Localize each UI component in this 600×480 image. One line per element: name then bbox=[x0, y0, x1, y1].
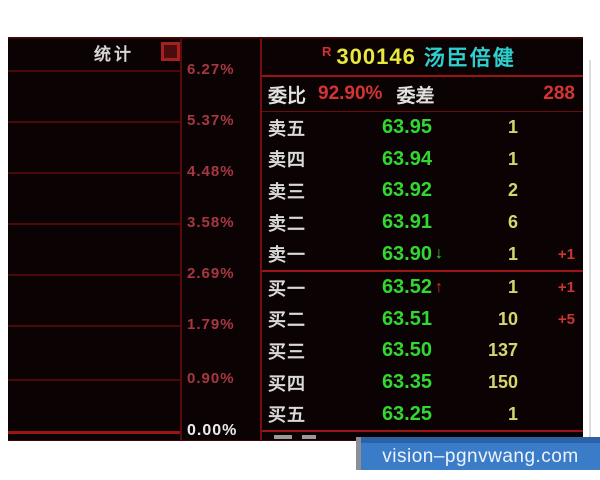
order-qty: 6 bbox=[507, 212, 518, 233]
divider bbox=[262, 429, 583, 432]
sell-row-3[interactable]: 卖三 63.92 2 bbox=[262, 175, 583, 207]
cutoff-row-fragment bbox=[274, 434, 292, 439]
sell-row-2[interactable]: 卖二 63.91 6 bbox=[262, 207, 583, 239]
weibi-label: 委比 bbox=[268, 85, 307, 107]
axis-label: 6.27% bbox=[187, 61, 235, 78]
tab-statistics[interactable]: 统计 bbox=[94, 45, 134, 64]
order-price: 63.25 bbox=[381, 402, 432, 425]
price-up-arrow-icon: ↑ bbox=[435, 278, 443, 296]
sell-row-4[interactable]: 卖四 63.94 1 bbox=[262, 144, 583, 176]
order-qty: 10 bbox=[497, 308, 518, 329]
order-change: +1 bbox=[557, 245, 575, 263]
gridline bbox=[8, 70, 180, 72]
axis-label: 0.90% bbox=[187, 370, 235, 387]
order-price: 63.91 bbox=[381, 211, 432, 234]
axis-label: 0.00% bbox=[187, 422, 238, 439]
buy-row-1[interactable]: 买一 63.52 ↑ 1 +1 bbox=[262, 272, 583, 304]
market-panel: 统计 6.27% 5.37% 4.48% 3.58% 2.69% 1.79% 0… bbox=[8, 37, 583, 441]
order-qty: 1 bbox=[507, 403, 518, 424]
axis-label: 2.69% bbox=[187, 265, 235, 282]
window-icon[interactable] bbox=[161, 42, 180, 61]
order-qty: 1 bbox=[507, 117, 518, 138]
order-change: +5 bbox=[557, 310, 575, 328]
order-qty: 1 bbox=[507, 243, 518, 264]
weicha-label: 委差 bbox=[396, 85, 435, 107]
axis-label: 1.79% bbox=[187, 316, 235, 333]
order-label: 买五 bbox=[268, 405, 306, 426]
order-price: 63.50 bbox=[381, 339, 432, 362]
order-qty: 137 bbox=[487, 340, 518, 361]
watermark-bar: vision–pgnvwang.com bbox=[356, 437, 600, 470]
order-label: 卖三 bbox=[268, 181, 306, 202]
order-label: 买四 bbox=[268, 373, 306, 394]
axis-label: 3.58% bbox=[187, 214, 235, 231]
order-label: 卖二 bbox=[268, 213, 306, 234]
watermark-text: vision–pgnvwang.com bbox=[382, 445, 579, 467]
order-qty: 1 bbox=[507, 148, 518, 169]
order-label: 买一 bbox=[268, 278, 306, 299]
axis-label: 4.48% bbox=[187, 163, 235, 180]
weicha-value: 288 bbox=[543, 83, 575, 104]
rights-badge: R bbox=[322, 44, 332, 59]
gridline bbox=[8, 121, 180, 123]
order-price: 63.51 bbox=[381, 307, 432, 330]
order-label: 卖一 bbox=[268, 245, 306, 266]
order-price: 63.90 bbox=[381, 242, 432, 265]
stock-name[interactable]: 汤臣倍健 bbox=[423, 47, 516, 70]
order-qty: 2 bbox=[507, 180, 518, 201]
buy-row-5[interactable]: 买五 63.25 1 bbox=[262, 398, 583, 430]
order-change: +1 bbox=[557, 279, 575, 297]
buy-row-4[interactable]: 买四 63.35 150 bbox=[262, 367, 583, 399]
watermark-top-strip bbox=[361, 437, 600, 443]
gridline bbox=[8, 325, 180, 327]
order-price: 63.95 bbox=[381, 116, 432, 139]
gridline-zero bbox=[8, 431, 180, 434]
bid-ask-divider bbox=[262, 269, 583, 272]
axis-label: 5.37% bbox=[187, 112, 235, 129]
order-qty: 150 bbox=[487, 372, 518, 393]
order-price: 63.52 bbox=[381, 276, 432, 299]
order-price: 63.92 bbox=[381, 179, 432, 202]
gridline bbox=[8, 379, 180, 381]
order-price: 63.94 bbox=[381, 147, 432, 170]
order-label: 买二 bbox=[268, 310, 306, 331]
sell-row-1[interactable]: 卖一 63.90 ↓ 1 +1 bbox=[262, 238, 583, 270]
buy-row-2[interactable]: 买二 63.51 10 +5 bbox=[262, 304, 583, 336]
divider bbox=[262, 75, 583, 77]
chart-right-border bbox=[180, 39, 182, 440]
statistics-chart: 统计 6.27% 5.37% 4.48% 3.58% 2.69% 1.79% 0… bbox=[8, 39, 260, 440]
order-label: 卖五 bbox=[268, 118, 306, 139]
stock-code[interactable]: 300146 bbox=[336, 44, 416, 69]
buy-row-3[interactable]: 买三 63.50 137 bbox=[262, 335, 583, 367]
gridline bbox=[8, 223, 180, 225]
order-book-panel: R 300146 汤臣倍健 委比 92.90% 委差 288 卖五 63.95 … bbox=[260, 39, 583, 440]
order-label: 买三 bbox=[268, 341, 306, 362]
weibi-value: 92.90% bbox=[318, 83, 383, 104]
sell-row-5[interactable]: 卖五 63.95 1 bbox=[262, 112, 583, 144]
quote-header: R 300146 汤臣倍健 bbox=[262, 39, 583, 75]
order-label: 卖四 bbox=[268, 150, 306, 171]
gridline bbox=[8, 274, 180, 276]
cutoff-row bbox=[262, 432, 583, 440]
cutoff-row-fragment bbox=[302, 434, 316, 439]
order-qty: 1 bbox=[507, 277, 518, 298]
divider bbox=[262, 111, 583, 112]
commission-summary: 委比 92.90% 委差 288 bbox=[262, 77, 583, 111]
scrollbar-track[interactable] bbox=[589, 60, 591, 440]
order-price: 63.35 bbox=[381, 371, 432, 394]
price-down-arrow-icon: ↓ bbox=[435, 245, 443, 263]
gridline bbox=[8, 172, 180, 174]
